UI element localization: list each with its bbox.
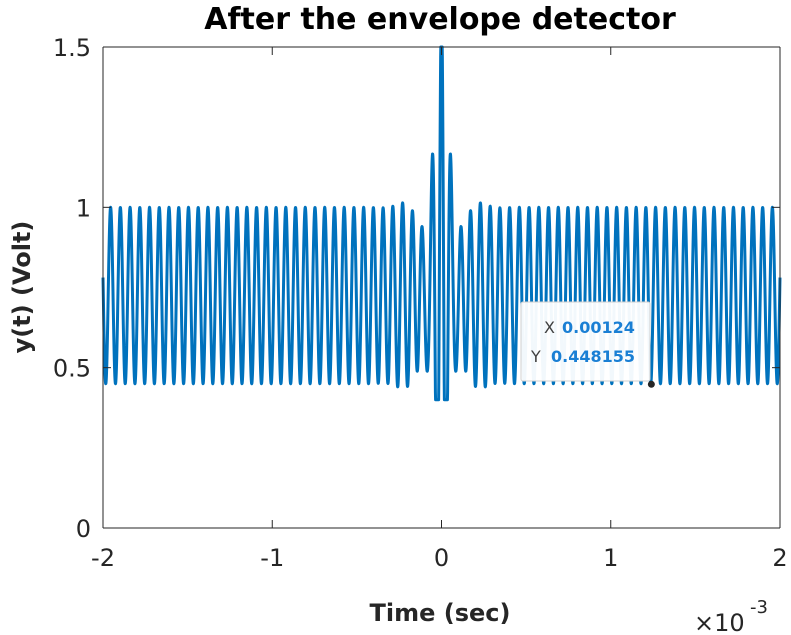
x-axis-label: Time (sec) bbox=[370, 599, 511, 627]
y-tick-label: 0 bbox=[76, 515, 91, 543]
x-tick-label: -1 bbox=[260, 544, 284, 572]
x-exponent-base: ×10 bbox=[694, 609, 745, 635]
chart-title: After the envelope detector bbox=[204, 2, 676, 37]
y-tick-label: 1.5 bbox=[53, 34, 91, 62]
y-tick-label: 0.5 bbox=[53, 355, 91, 383]
x-tick-label: 1 bbox=[603, 544, 618, 572]
datatip[interactable]: X 0.00124 Y 0.448155 bbox=[520, 301, 655, 388]
datatip-y-value: 0.448155 bbox=[551, 347, 635, 366]
datatip-x-value: 0.00124 bbox=[562, 318, 635, 337]
x-tick-label: -2 bbox=[91, 544, 115, 572]
datatip-marker[interactable] bbox=[647, 380, 655, 388]
y-axis-label: y(t) (Volt) bbox=[8, 221, 36, 354]
y-tick-label: 1 bbox=[76, 194, 91, 222]
x-exponent-label: ×10 -3 bbox=[694, 597, 768, 635]
datatip-box[interactable] bbox=[520, 301, 651, 382]
ticks: -2 -1 0 1 2 0 0.5 1 1.5 bbox=[53, 34, 788, 572]
x-exponent-power: -3 bbox=[750, 597, 768, 618]
datatip-x-label: X bbox=[544, 318, 555, 337]
datatip-y-label: Y bbox=[530, 347, 541, 366]
x-tick-label: 0 bbox=[434, 544, 449, 572]
x-tick-label: 2 bbox=[772, 544, 787, 572]
